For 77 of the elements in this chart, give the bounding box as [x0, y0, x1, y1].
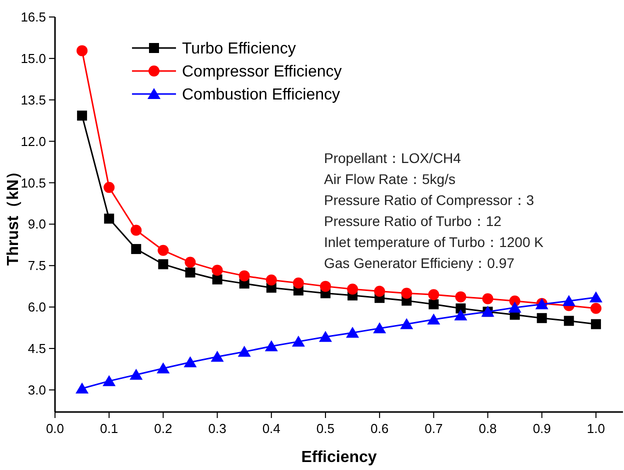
- point: [482, 293, 494, 304]
- x-tick-label: 0.5: [316, 421, 335, 436]
- point: [104, 214, 114, 224]
- y-tick-label: 10.5: [20, 175, 46, 190]
- annotation: Inlet temperature of Turbo：1200 K: [324, 234, 544, 250]
- point: [210, 350, 224, 362]
- x-tick-label: 0.9: [532, 421, 551, 436]
- point: [428, 299, 439, 310]
- x-tick-label: 0.1: [100, 421, 118, 436]
- point: [373, 322, 386, 334]
- point: [184, 256, 196, 268]
- point: [76, 382, 89, 394]
- point: [400, 318, 414, 330]
- y-tick-label: 7.5: [28, 258, 46, 274]
- point: [156, 362, 170, 374]
- point: [76, 45, 88, 56]
- y-tick-label: 4.5: [28, 341, 46, 356]
- legend-label: Turbo Efficiency: [182, 40, 296, 58]
- x-tick-label: 0.8: [478, 421, 497, 436]
- point: [292, 336, 305, 347]
- point: [318, 330, 332, 342]
- point: [212, 264, 223, 276]
- point: [77, 110, 88, 121]
- x-tick-label: 0.2: [154, 421, 172, 436]
- point: [374, 286, 386, 297]
- point: [508, 302, 522, 313]
- y-tick-label: 15.0: [20, 50, 46, 66]
- point: [130, 368, 143, 380]
- point: [589, 291, 602, 302]
- point: [346, 326, 360, 338]
- point: [401, 288, 412, 299]
- point: [292, 278, 304, 289]
- point: [238, 346, 251, 357]
- legend-label: Compressor Efficiency: [182, 64, 342, 81]
- annotation: Pressure Ratio of Turbo：12: [324, 212, 502, 229]
- point: [320, 280, 331, 292]
- point: [264, 340, 278, 352]
- point: [158, 259, 168, 270]
- x-axis-title: Efficiency: [301, 449, 377, 466]
- x-tick-label: 0.6: [370, 421, 389, 436]
- annotation: Pressure Ratio of Compressor：3: [324, 192, 534, 208]
- point: [158, 244, 169, 256]
- point: [130, 224, 142, 236]
- point: [455, 291, 466, 302]
- point: [562, 294, 576, 306]
- point: [212, 274, 222, 284]
- x-tick-label: 0.4: [262, 421, 280, 436]
- point: [238, 270, 250, 282]
- point: [454, 309, 468, 320]
- point: [102, 375, 116, 386]
- point: [184, 356, 197, 368]
- annotation: Air Flow Rate：5kg/s: [324, 170, 456, 187]
- y-tick-label: 3.0: [28, 382, 46, 398]
- y-tick-label: 6.0: [28, 300, 46, 315]
- point: [104, 182, 115, 193]
- y-tick-label: 12.0: [20, 134, 46, 149]
- point: [131, 244, 142, 254]
- y-tick-label: 16.5: [20, 10, 46, 25]
- point: [590, 302, 602, 314]
- y-axis-title: Thrust（kN）: [5, 163, 22, 266]
- annotation: Gas Generator Efficieny：0.97: [324, 254, 515, 271]
- point: [590, 319, 601, 330]
- y-tick-label: 13.5: [20, 92, 46, 108]
- x-tick-label: 0.0: [46, 421, 64, 436]
- x-tick-label: 0.7: [424, 421, 443, 436]
- x-tick-label: 0.3: [208, 421, 226, 436]
- point: [428, 289, 440, 300]
- annotation: Propellant：LOX/CH4: [324, 150, 462, 166]
- point: [564, 316, 574, 326]
- point: [347, 284, 358, 295]
- y-tick-label: 9.0: [28, 216, 46, 232]
- x-tick-label: 1.0: [586, 421, 605, 436]
- point: [266, 274, 277, 286]
- point: [185, 268, 196, 278]
- legend-label: Combustion Efficiency: [182, 86, 340, 104]
- point: [536, 313, 547, 324]
- point: [427, 313, 440, 324]
